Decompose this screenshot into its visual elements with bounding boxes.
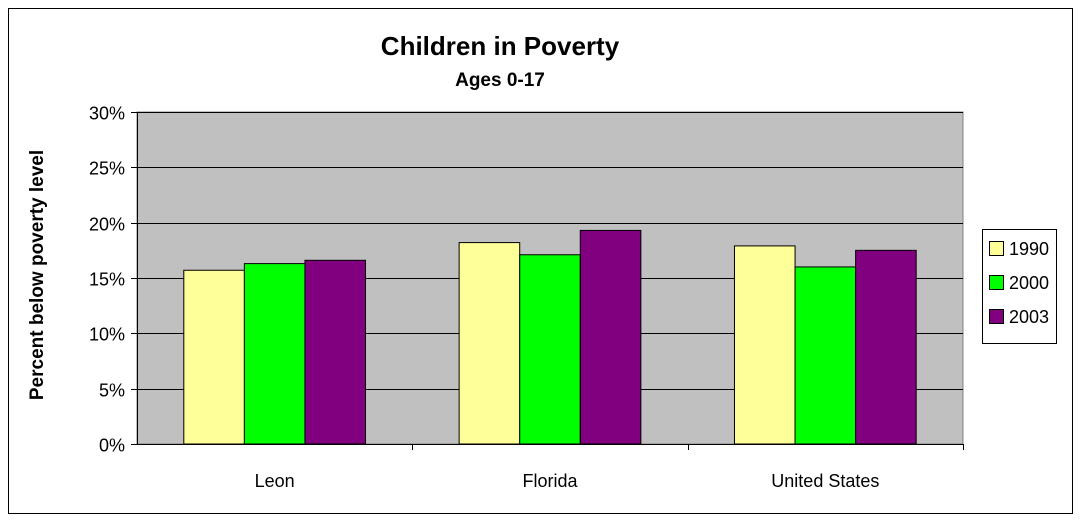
x-tick-label: Leon — [255, 471, 295, 491]
y-tick-labels: 0% 5% 10% 15% 20% 25% 30% — [89, 104, 125, 456]
legend-swatch-2003 — [989, 309, 1004, 324]
bar-florida-1990 — [458, 242, 521, 445]
x-tick-labels: Leon Florida United States — [255, 471, 880, 491]
y-tick-label: 25% — [89, 159, 125, 179]
bar-leon-2000 — [243, 263, 306, 445]
chart-title: Children in Poverty — [381, 31, 620, 61]
legend: 1990 2000 2003 — [982, 229, 1057, 344]
y-tick-label: 15% — [89, 270, 125, 290]
bar-leon-2003 — [304, 259, 367, 445]
legend-swatch-2000 — [989, 275, 1004, 290]
bar-united-states-2000 — [794, 266, 857, 445]
x-tick-label: United States — [771, 471, 879, 491]
bar-florida-2000 — [519, 254, 581, 445]
bar-florida-2003 — [579, 229, 642, 445]
legend-label-1990: 1990 — [1009, 239, 1049, 259]
legend-label-2000: 2000 — [1009, 273, 1049, 293]
y-tick-label: 10% — [89, 325, 125, 345]
bar-united-states-1990 — [733, 245, 796, 445]
y-tick-label: 20% — [89, 215, 125, 235]
bar-united-states-2003 — [855, 249, 917, 445]
bars — [183, 229, 917, 445]
x-tick-label: Florida — [522, 471, 578, 491]
y-tick-label: 5% — [99, 381, 125, 401]
y-tick-label: 0% — [99, 436, 125, 456]
y-tick-label: 30% — [89, 104, 125, 124]
bar-leon-1990 — [183, 269, 245, 445]
axes — [131, 112, 964, 450]
legend-label-2003: 2003 — [1009, 307, 1049, 327]
y-axis-label: Percent below poverty level — [27, 150, 48, 400]
chart-subtitle: Ages 0-17 — [455, 70, 545, 91]
legend-swatch-1990 — [989, 241, 1004, 256]
